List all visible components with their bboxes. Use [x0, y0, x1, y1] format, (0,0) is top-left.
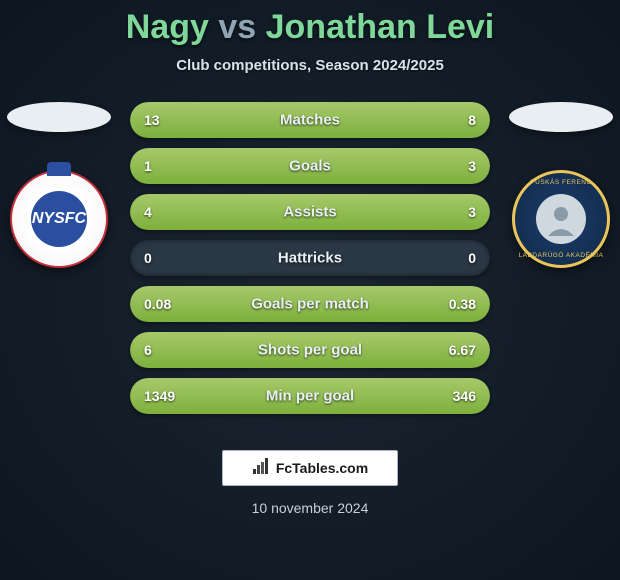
stat-label: Hattricks — [130, 250, 490, 267]
stat-row: 1349346Min per goal — [130, 378, 490, 414]
crest-ring-top: PUSKÁS FERENC — [515, 179, 607, 186]
player1-name: Nagy — [126, 8, 209, 46]
source-badge[interactable]: FcTables.com — [222, 450, 398, 486]
crest-initials: NYSFC — [31, 191, 87, 247]
stat-row: 0.080.38Goals per match — [130, 286, 490, 322]
player2-avatar-placeholder — [509, 102, 613, 132]
comparison-title: Nagy vs Jonathan Levi — [0, 0, 620, 47]
stat-row: 66.67Shots per goal — [130, 332, 490, 368]
stat-label: Assists — [130, 204, 490, 221]
fctables-logo-icon — [252, 457, 270, 480]
vs-separator: vs — [218, 8, 256, 46]
stat-bars: 138Matches 13Goals 43Assists 00Hattricks 0.0… — [130, 102, 490, 424]
player2-avatar-block: PUSKÁS FERENC LABDARÚGÓ AKADÉMIA — [506, 102, 616, 268]
snapshot-date: 10 november 2024 — [0, 500, 620, 516]
stat-label: Min per goal — [130, 388, 490, 405]
stat-label: Matches — [130, 112, 490, 129]
stat-label: Goals — [130, 158, 490, 175]
player2-name: Jonathan Levi — [266, 8, 495, 46]
player2-club-crest: PUSKÁS FERENC LABDARÚGÓ AKADÉMIA — [512, 170, 610, 268]
stat-row: 43Assists — [130, 194, 490, 230]
face-icon — [544, 202, 578, 236]
player1-avatar-placeholder — [7, 102, 111, 132]
subtitle: Club competitions, Season 2024/2025 — [0, 57, 620, 74]
stat-label: Goals per match — [130, 296, 490, 313]
source-site-name: FcTables.com — [276, 460, 368, 476]
stat-row: 138Matches — [130, 102, 490, 138]
stat-row: 00Hattricks — [130, 240, 490, 276]
comparison-content: NYSFC PUSKÁS FERENC LABDARÚGÓ AKADÉMIA 1… — [0, 102, 620, 432]
stat-row: 13Goals — [130, 148, 490, 184]
crest-portrait-icon — [536, 194, 586, 244]
player1-club-crest: NYSFC — [10, 170, 108, 268]
crest-ring-bottom: LABDARÚGÓ AKADÉMIA — [515, 252, 607, 259]
stat-label: Shots per goal — [130, 342, 490, 359]
player1-avatar-block: NYSFC — [4, 102, 114, 268]
